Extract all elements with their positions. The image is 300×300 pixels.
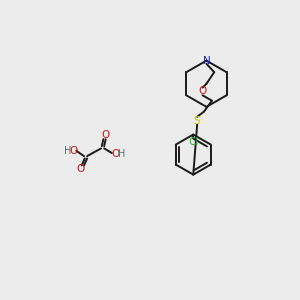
Text: O: O: [77, 164, 85, 174]
Text: O: O: [69, 146, 77, 156]
Text: O: O: [199, 86, 207, 96]
Text: S: S: [193, 116, 200, 126]
Text: Cl: Cl: [188, 137, 199, 147]
Text: H: H: [64, 146, 71, 156]
Text: H: H: [118, 149, 125, 159]
Text: O: O: [111, 149, 119, 159]
Text: N: N: [202, 56, 210, 66]
Text: O: O: [102, 130, 110, 140]
